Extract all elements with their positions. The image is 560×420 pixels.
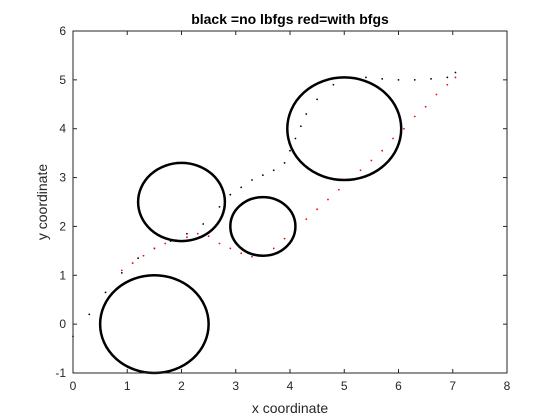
y-axis-label: y coordinate <box>34 164 50 240</box>
series-1-point <box>424 105 427 108</box>
series-0-point <box>397 78 400 81</box>
obstacles <box>98 76 403 375</box>
series-1-point <box>305 218 308 221</box>
x-tick-label: 4 <box>287 379 294 393</box>
series-1-point <box>120 269 123 272</box>
series-0-point <box>120 271 123 274</box>
series-1-point <box>454 76 457 79</box>
y-tick-label: 4 <box>59 122 66 136</box>
x-tick-label: 1 <box>124 379 131 393</box>
series-1-point <box>272 247 275 250</box>
series-1-point <box>131 262 134 264</box>
series-1-point <box>413 115 416 118</box>
series-1-point <box>142 254 145 257</box>
obstacle-circle <box>136 161 227 243</box>
series-0-point <box>289 149 291 152</box>
x-tick-label: 0 <box>70 379 77 393</box>
series-0-point <box>430 77 432 80</box>
x-tick-label: 7 <box>449 379 456 393</box>
y-tick-label: 3 <box>59 171 66 185</box>
series-0-point <box>272 169 275 172</box>
series-1-point <box>359 169 362 172</box>
series-0-point <box>283 162 286 164</box>
series-0-point <box>299 125 302 128</box>
x-tick-label: 5 <box>341 379 348 393</box>
series-1-point <box>446 83 449 86</box>
series-1-point <box>229 247 232 250</box>
series-1-point <box>370 159 373 162</box>
series-1-point <box>207 235 210 238</box>
series-0-point <box>446 76 449 79</box>
series-0-point <box>365 76 367 79</box>
x-tick-label: 8 <box>504 379 511 393</box>
series-1-point <box>186 236 188 239</box>
x-tick-label: 2 <box>178 379 185 393</box>
series-0-point <box>202 223 205 225</box>
series-0-point <box>332 83 335 86</box>
series-0-point <box>88 313 91 316</box>
series-0-point <box>240 186 243 189</box>
obstacle-circle <box>286 76 403 182</box>
series-1-point <box>251 255 253 258</box>
series-1-point <box>218 242 221 245</box>
series-1-point <box>392 137 394 140</box>
series-0-point <box>261 174 264 177</box>
obstacle-circle <box>229 195 297 257</box>
obstacle-circle <box>98 274 210 375</box>
series-0-point <box>137 257 140 260</box>
x-tick-label: 6 <box>395 379 402 393</box>
series-1-point <box>240 252 243 255</box>
series-0-point <box>381 77 384 80</box>
series-0-point <box>104 291 107 294</box>
series-1-point <box>153 247 156 250</box>
series-0-point <box>454 71 457 74</box>
series-0-point <box>251 179 253 181</box>
y-tick-label: 2 <box>59 219 66 233</box>
x-axis-label: x coordinate <box>252 400 328 416</box>
series-0-point <box>229 193 232 196</box>
series-1-point <box>316 208 319 211</box>
axes: 0 1 2 3 4 5 6 7 8 -1 0 1 2 3 4 5 6 <box>55 24 510 393</box>
series-0-point <box>186 232 188 235</box>
series-0-point <box>316 98 319 101</box>
series-1-point <box>435 93 438 96</box>
series-0-point <box>305 113 308 115</box>
series-1-point <box>327 198 329 201</box>
chart-title: black =no lbfgs red=with bfgs <box>191 11 389 27</box>
y-tick-label: 6 <box>59 24 66 38</box>
x-tick-label: 3 <box>232 379 239 393</box>
y-tick-label: 0 <box>59 317 66 331</box>
series-0-point <box>413 78 416 81</box>
y-tick-label: 5 <box>59 73 66 87</box>
series-1-point <box>381 149 384 152</box>
series-1-point <box>164 242 167 245</box>
y-tick-label: 1 <box>59 268 66 282</box>
series-1-point <box>196 232 199 235</box>
series-1-point <box>337 188 340 191</box>
series-0-point <box>218 205 221 208</box>
series-1-point <box>403 127 405 130</box>
series-0-point <box>294 137 297 140</box>
y-tick-label: -1 <box>55 366 66 380</box>
series-1-point <box>283 237 286 240</box>
